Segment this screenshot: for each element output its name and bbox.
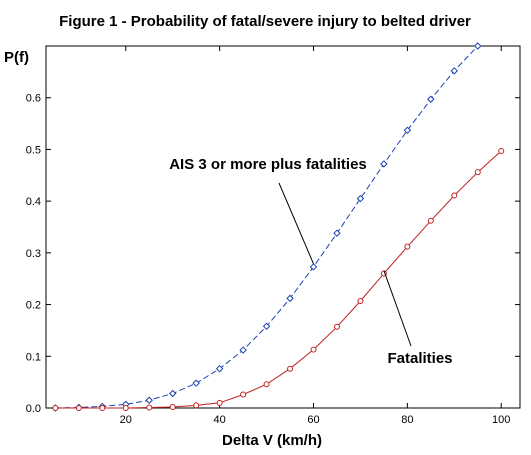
data-point [169, 403, 176, 410]
y-tick-label: 0.6 [26, 93, 41, 105]
x-tick-label: 20 [120, 414, 132, 426]
axis-ticks: 20 40 60 80 100 0.0 0.1 0.2 0.3 0.4 0.5 0.6 [26, 46, 520, 426]
data-point [356, 194, 365, 203]
data-point [498, 147, 505, 154]
data-point [52, 405, 59, 411]
y-axis-label: P(f) [4, 49, 29, 66]
data-point [239, 346, 247, 354]
x-axis-label: Delta V (km/h) [222, 432, 322, 449]
annotation-fatalities-leader [383, 270, 412, 347]
data-point [404, 243, 411, 250]
x-tick-label: 60 [307, 414, 319, 426]
data-point [215, 364, 224, 373]
data-point [99, 405, 106, 411]
data-point [310, 346, 317, 353]
data-point [380, 160, 388, 168]
series-line-1 [55, 150, 502, 409]
data-point [474, 42, 482, 50]
series-layer [51, 42, 505, 412]
series-1 [52, 147, 505, 411]
data-point [427, 95, 435, 103]
y-tick-label: 0.3 [26, 248, 41, 260]
data-point [403, 126, 412, 135]
annotation-fatalities-text: Fatalities [387, 350, 452, 367]
y-tick-label: 0.0 [26, 403, 41, 415]
data-point [169, 389, 177, 398]
data-point [450, 67, 459, 75]
data-point [122, 405, 129, 411]
data-point [333, 323, 340, 330]
annotation-ais3-leader [278, 182, 314, 265]
y-tick-label: 0.4 [26, 196, 41, 208]
data-point [333, 229, 341, 237]
data-point [240, 391, 247, 398]
annotation-ais3-text: AIS 3 or more plus fatalities [169, 156, 367, 173]
data-point [287, 365, 294, 372]
data-point [192, 379, 200, 387]
data-point [263, 381, 270, 388]
data-point [451, 192, 458, 199]
annotation-fatalities: Fatalities [383, 270, 453, 367]
x-tick-label: 100 [492, 414, 510, 426]
x-tick-label: 40 [214, 414, 226, 426]
y-tick-label: 0.5 [26, 144, 41, 156]
data-point [75, 405, 82, 411]
data-point [193, 402, 200, 409]
y-tick-label: 0.2 [26, 300, 41, 312]
annotation-ais3: AIS 3 or more plus fatalities [169, 156, 367, 265]
data-point [309, 263, 318, 271]
data-point [216, 399, 223, 406]
data-point [145, 396, 153, 404]
data-point [474, 169, 481, 176]
y-tick-label: 0.1 [26, 351, 41, 363]
data-point [427, 217, 434, 224]
data-point [286, 294, 294, 303]
data-point [262, 322, 271, 330]
plot-frame [45, 45, 521, 409]
data-point [357, 297, 364, 304]
data-point [146, 404, 153, 411]
x-tick-label: 80 [401, 414, 413, 426]
chart-title: Figure 1 - Probability of fatal/severe i… [59, 13, 471, 30]
